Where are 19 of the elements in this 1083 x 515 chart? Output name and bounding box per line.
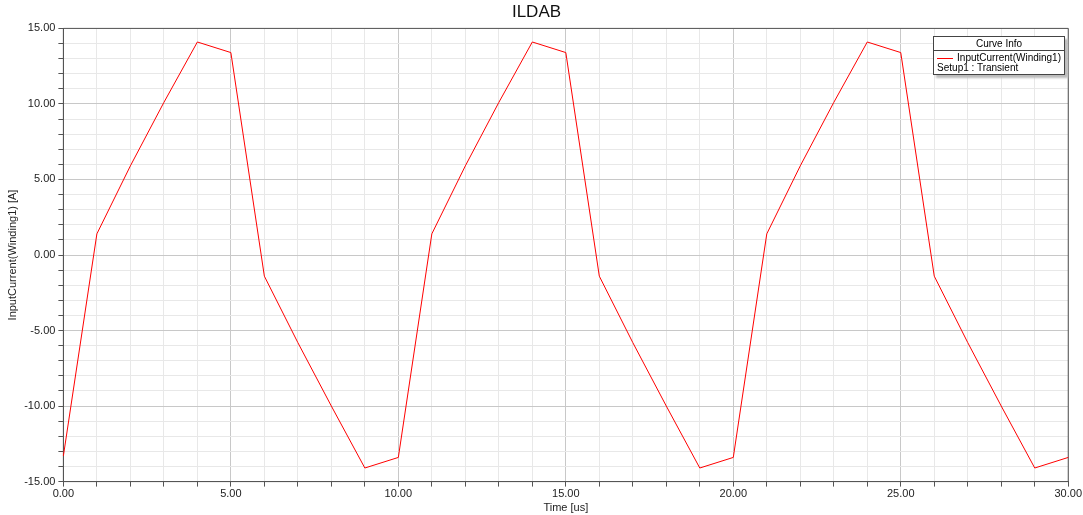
x-tick-label: 0.00 <box>52 487 75 500</box>
y-tick-label: -15.00 <box>24 474 56 487</box>
x-tick-label: 20.00 <box>719 487 748 500</box>
x-tick-label: 25.00 <box>887 487 915 500</box>
x-tick-label: 15.00 <box>552 487 580 500</box>
y-tick-label: 5.00 <box>33 172 56 185</box>
y-tick-label: 15.00 <box>27 21 56 34</box>
legend-label: InputCurrent(Winding1) <box>957 52 1061 63</box>
y-tick-label: -5.00 <box>30 323 56 336</box>
y-tick-label: 10.00 <box>27 96 56 109</box>
y-axis-title: InputCurrent(Winding1) [A] <box>5 189 18 321</box>
chart-title: ILDAB <box>511 1 562 21</box>
x-tick-label: 30.00 <box>1054 487 1082 500</box>
y-tick-label: -10.00 <box>24 399 56 412</box>
x-axis-title: Time [us] <box>543 501 589 514</box>
x-tick-label: 5.00 <box>220 487 242 500</box>
legend-title: Curve Info <box>934 38 1064 51</box>
y-tick-label: 0.00 <box>33 248 56 261</box>
x-tick-label: 10.00 <box>384 487 413 500</box>
